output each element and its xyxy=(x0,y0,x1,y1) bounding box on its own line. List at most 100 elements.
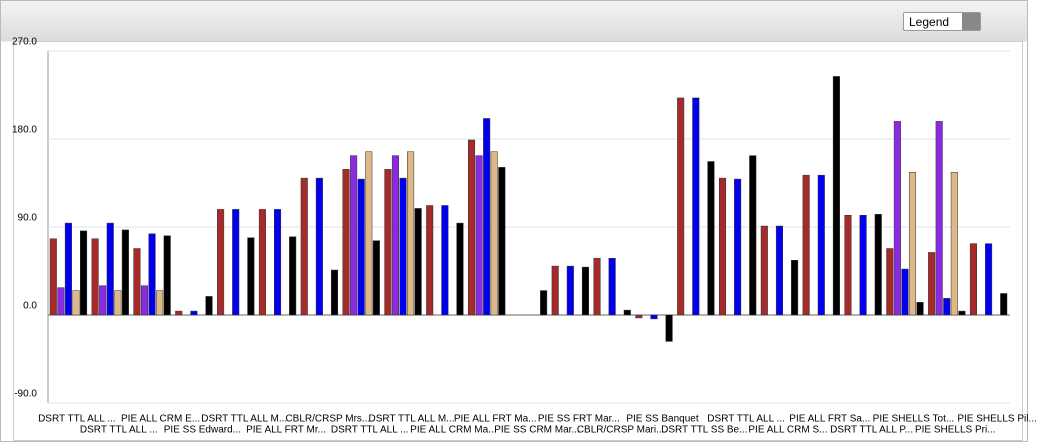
x-tick-label: PIE ALL CRM S... xyxy=(748,425,827,436)
bar xyxy=(121,229,129,316)
x-tick-label: PIE SHELLS Tot... xyxy=(873,414,955,425)
bar xyxy=(950,171,958,316)
bar xyxy=(315,177,323,316)
bar xyxy=(414,208,422,316)
bar xyxy=(468,139,476,316)
bar xyxy=(342,169,350,316)
bar xyxy=(64,222,72,316)
x-tick-label: DSRT TTL ALL ... xyxy=(331,425,409,436)
x-tick-label: DSRT TTL SS Be... xyxy=(661,425,747,436)
bar xyxy=(49,238,57,316)
bar xyxy=(540,290,548,316)
bar xyxy=(832,76,840,316)
bar xyxy=(57,287,65,316)
bar xyxy=(175,310,183,316)
bar xyxy=(935,121,943,316)
bar xyxy=(140,285,149,316)
bar xyxy=(498,167,506,316)
bar xyxy=(718,177,727,316)
x-tick-label: DSRT TTL ALL ... xyxy=(38,414,116,425)
bar xyxy=(677,97,685,316)
x-tick-label: PIE SS Edward... xyxy=(164,425,241,436)
bar xyxy=(844,215,852,316)
bar xyxy=(217,209,225,316)
bar xyxy=(581,266,589,316)
bar xyxy=(908,171,917,316)
x-tick-label: PIE ALL CRM E... xyxy=(121,414,200,425)
bar xyxy=(190,310,198,316)
x-tick-label: CBLR/CRSP Mari... xyxy=(577,425,665,436)
bar xyxy=(943,298,951,316)
bar xyxy=(148,233,156,316)
y-tick-label: 0.0 xyxy=(23,301,37,312)
bar xyxy=(365,151,373,316)
x-tick-label: DSRT TTL ALL M... xyxy=(369,414,455,425)
bar xyxy=(350,155,358,316)
bar xyxy=(456,222,464,316)
bar xyxy=(566,265,574,316)
bar xyxy=(1000,293,1008,316)
bar xyxy=(985,243,993,316)
bar xyxy=(874,214,882,316)
dropdown-arrow[interactable] xyxy=(962,13,980,30)
x-tick-label: PIE ALL CRM Ma... xyxy=(410,425,496,436)
x-tick-label: DSRT TTL ALL ... xyxy=(707,414,785,425)
bar xyxy=(593,258,601,316)
bar xyxy=(775,225,783,316)
bar xyxy=(441,205,449,316)
bar xyxy=(608,258,616,316)
bar xyxy=(665,314,673,342)
bar xyxy=(650,314,658,320)
bar xyxy=(886,248,894,316)
x-tick-label: PIE SHELLS Pil... xyxy=(957,414,1036,425)
bar xyxy=(426,205,434,316)
x-tick-label: PIE SS FRT Mar... xyxy=(538,414,620,425)
bar xyxy=(133,248,141,316)
bar xyxy=(232,209,240,316)
x-tick-label: PIE SS Banquet xyxy=(626,414,698,425)
bar xyxy=(490,151,498,316)
bar xyxy=(72,290,80,316)
x-tick-label: PIE ALL FRT Mr... xyxy=(246,425,326,436)
legend-dropdown[interactable]: Legend xyxy=(903,12,981,31)
bar xyxy=(734,178,742,316)
x-tick-label: PIE ALL FRT Ma... xyxy=(454,414,537,425)
bar xyxy=(551,265,559,316)
bar xyxy=(163,235,171,316)
bar xyxy=(156,290,164,316)
bar xyxy=(114,290,122,316)
y-tick-label: -90.0 xyxy=(14,389,37,400)
bar xyxy=(928,252,936,316)
bar xyxy=(399,177,407,316)
bar xyxy=(791,259,799,316)
bar xyxy=(901,268,909,316)
bar xyxy=(407,151,415,316)
x-tick-label: DSRT TTL ALL P... xyxy=(830,425,913,436)
bar xyxy=(372,240,380,316)
bar xyxy=(106,222,114,316)
bar xyxy=(247,237,255,316)
x-tick-label: PIE SS CRM Mar... xyxy=(494,425,580,436)
bar xyxy=(274,209,282,316)
y-tick-label: 270.0 xyxy=(12,37,37,48)
x-tick-label: PIE ALL FRT Sa... xyxy=(789,414,870,425)
x-tick-label: DSRT TTL ALL M... xyxy=(201,414,287,425)
bar xyxy=(475,155,483,316)
bar xyxy=(635,314,643,319)
bar xyxy=(99,285,107,316)
bar xyxy=(859,215,867,316)
y-tick-label: 180.0 xyxy=(12,125,37,136)
bar xyxy=(258,209,266,316)
bar xyxy=(391,155,399,316)
bar xyxy=(817,174,825,316)
bar xyxy=(692,97,700,316)
legend-dropdown-label: Legend xyxy=(909,15,950,29)
bar xyxy=(969,243,977,316)
bar xyxy=(80,230,88,316)
bar xyxy=(483,118,491,316)
bar xyxy=(802,174,810,316)
x-tick-label: CBLR/CRSP Mrs... xyxy=(285,414,370,425)
bar xyxy=(760,225,768,316)
bar xyxy=(707,161,715,316)
